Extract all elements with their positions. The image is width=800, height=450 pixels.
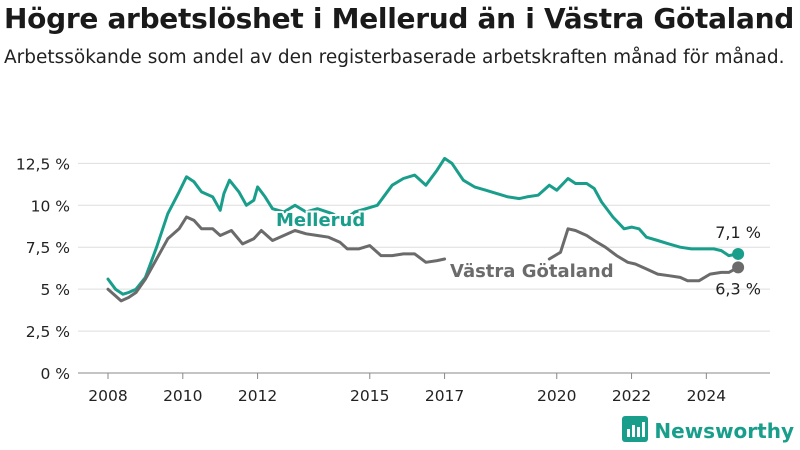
y-tick-label: 7,5 %	[26, 239, 70, 257]
series-label-mellerud: Mellerud	[276, 210, 365, 231]
chart-subtitle: Arbetssökande som andel av den registerb…	[4, 47, 785, 68]
series-line-vastra-gotaland	[106, 215, 447, 303]
grid-lines	[78, 162, 770, 374]
bar-chart-logo-icon	[622, 416, 649, 446]
series-labels: Mellerud Västra Götaland 7,1 % 6,3 %	[274, 208, 761, 298]
y-axis-ticks: 0 % 2,5 % 5 % 7,5 % 10 % 12,5 %	[16, 155, 70, 383]
x-tick-label: 2024	[687, 387, 726, 405]
x-axis-ticks: 2008 2010 2012 2015 2017 2020 2022 2024	[88, 373, 726, 405]
end-point-mellerud	[732, 247, 745, 260]
y-tick-label: 10 %	[31, 197, 70, 215]
x-tick-label: 2010	[163, 387, 202, 405]
y-tick-label: 5 %	[40, 281, 70, 299]
end-point-vastra-gotaland	[732, 261, 745, 274]
x-tick-label: 2022	[612, 387, 651, 405]
series-line-mellerud	[106, 156, 740, 296]
series-label-vastra-gotaland: Västra Götaland	[450, 261, 614, 282]
brand[interactable]: Newsworthy	[622, 416, 794, 446]
end-label-mellerud: 7,1 %	[715, 223, 761, 242]
brand-name: Newsworthy	[654, 419, 794, 443]
series-line-vastra-gotaland	[547, 227, 740, 283]
y-tick-label: 2,5 %	[26, 323, 70, 341]
x-tick-label: 2012	[238, 387, 277, 405]
series-lines	[106, 156, 745, 303]
x-tick-label: 2017	[425, 387, 464, 405]
end-label-vastra-gotaland: 6,3 %	[715, 279, 761, 298]
y-tick-label: 0 %	[40, 365, 70, 383]
x-tick-label: 2020	[537, 387, 576, 405]
x-tick-label: 2008	[88, 387, 127, 405]
x-tick-label: 2015	[350, 387, 389, 405]
y-tick-label: 12,5 %	[16, 155, 70, 173]
chart-title: Högre arbetslöshet i Mellerud än i Västr…	[4, 2, 794, 35]
